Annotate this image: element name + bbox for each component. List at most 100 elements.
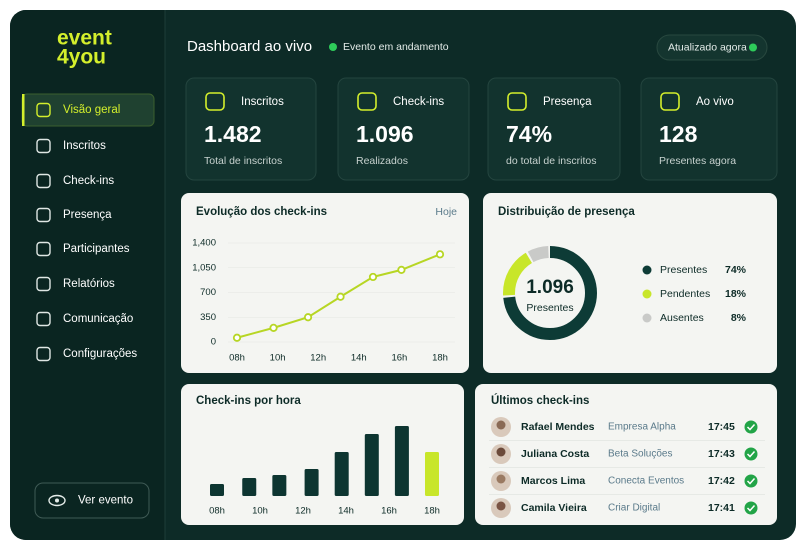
line-point — [435, 250, 445, 259]
check-icon — [744, 474, 758, 488]
kpi-label: Inscritos — [241, 96, 284, 108]
brand: 4you — [57, 46, 106, 69]
kpi-label: Check-ins — [393, 96, 444, 108]
line-point — [368, 272, 378, 282]
nav-active-bar — [22, 94, 25, 126]
check-mark — [746, 504, 756, 512]
updated-text: Atualizado agora — [668, 41, 747, 53]
check-mark — [746, 423, 756, 431]
donut-center-label: Presentes — [526, 302, 573, 314]
card-title: Evolução dos check-ins — [196, 206, 327, 218]
kpi-card — [487, 77, 621, 181]
row-name: Camila Vieira — [521, 502, 587, 514]
donut-segment — [503, 246, 597, 340]
kpi-caption: Presentes agora — [659, 155, 736, 167]
legend-value: 18% — [725, 288, 747, 300]
x-tick-label: 10h — [252, 506, 268, 517]
donut-center-value: 1.096 — [526, 277, 574, 298]
kpi-icon — [507, 92, 527, 111]
kpi-value: 1.096 — [356, 121, 414, 147]
row-name: Juliana Costa — [521, 448, 589, 460]
view-event-label[interactable]: Ver evento — [78, 495, 133, 507]
kpi-value: 74% — [506, 121, 552, 147]
nav-icon — [36, 173, 51, 189]
kpi-icon — [205, 92, 225, 111]
check-mark — [746, 450, 756, 458]
check-icon — [744, 447, 758, 461]
status-dot — [329, 43, 337, 51]
filter[interactable]: Hoje — [435, 206, 457, 218]
row-company: Criar Digital — [608, 503, 660, 514]
updated-pill — [656, 34, 768, 61]
y-tick-label: 1,400 — [192, 238, 216, 249]
kpi-card — [337, 77, 470, 181]
line-point — [269, 323, 278, 332]
view-event-button[interactable] — [34, 482, 150, 519]
x-tick-label: 18h — [432, 353, 448, 364]
kpi-card — [640, 77, 778, 181]
nav-item[interactable]: Visão geral — [63, 104, 120, 116]
row-name: Rafael Mendes — [521, 421, 595, 433]
bar — [272, 475, 287, 496]
legend-value: 74% — [725, 264, 747, 276]
row-name: Marcos Lima — [521, 475, 585, 487]
bar — [210, 484, 224, 496]
x-tick-label: 16h — [391, 353, 407, 364]
y-tick-label: 0 — [211, 337, 216, 348]
kpi-card — [185, 77, 317, 181]
row-company: Empresa Alpha — [608, 422, 676, 433]
card-title: Distribuição de presença — [498, 206, 635, 218]
line-point — [232, 333, 242, 342]
bar — [364, 434, 379, 496]
nav-icon — [36, 207, 51, 223]
check-icon — [744, 501, 758, 515]
status-text: Evento em andamento — [343, 41, 449, 53]
eye-icon — [55, 498, 59, 503]
row-time: 17:45 — [708, 421, 735, 433]
card-title: Check-ins por hora — [196, 395, 301, 407]
nav-item[interactable]: Comunicação — [63, 313, 133, 325]
page-title: Dashboard ao vivo — [187, 38, 312, 55]
kpi-caption: Realizados — [356, 155, 408, 167]
avatar-head — [496, 420, 506, 430]
row-company: Beta Soluções — [608, 449, 673, 460]
brand: event — [57, 27, 112, 50]
nav-item[interactable]: Configurações — [63, 348, 137, 360]
x-tick-label: 14h — [351, 353, 367, 364]
eye-icon — [48, 494, 66, 507]
legend-dot — [642, 265, 652, 275]
legend-dot — [642, 313, 652, 323]
line-point — [336, 292, 345, 301]
avatar-head — [496, 474, 506, 484]
nav-icon — [36, 276, 51, 292]
bar — [425, 452, 439, 496]
x-tick-label: 08h — [209, 506, 225, 517]
x-tick-label: 12h — [295, 506, 311, 517]
bar — [394, 426, 409, 496]
check-icon — [744, 420, 758, 434]
kpi-icon — [357, 92, 377, 111]
updated-dot — [749, 43, 757, 52]
bar — [334, 452, 349, 496]
nav-item[interactable]: Participantes — [63, 243, 130, 255]
nav-icon — [36, 311, 51, 327]
legend-dot — [642, 289, 652, 299]
x-tick-label: 18h — [424, 506, 440, 517]
legend-label: Ausentes — [660, 312, 704, 324]
kpi-label: Presença — [543, 96, 592, 108]
nav-item[interactable]: Check-ins — [63, 175, 114, 187]
nav-icon — [36, 346, 51, 362]
y-tick-label: 1,050 — [192, 262, 216, 273]
check-mark — [746, 477, 756, 485]
line-point — [397, 265, 406, 274]
row-time: 17:41 — [708, 502, 735, 514]
x-tick-label: 12h — [310, 353, 326, 364]
nav-icon — [36, 138, 51, 154]
nav-item[interactable]: Inscritos — [63, 140, 106, 152]
nav-item[interactable]: Relatórios — [63, 278, 115, 290]
nav-item[interactable]: Presença — [63, 209, 112, 221]
bar — [242, 478, 257, 496]
kpi-caption: Total de inscritos — [204, 155, 282, 167]
x-tick-label: 14h — [338, 506, 354, 517]
